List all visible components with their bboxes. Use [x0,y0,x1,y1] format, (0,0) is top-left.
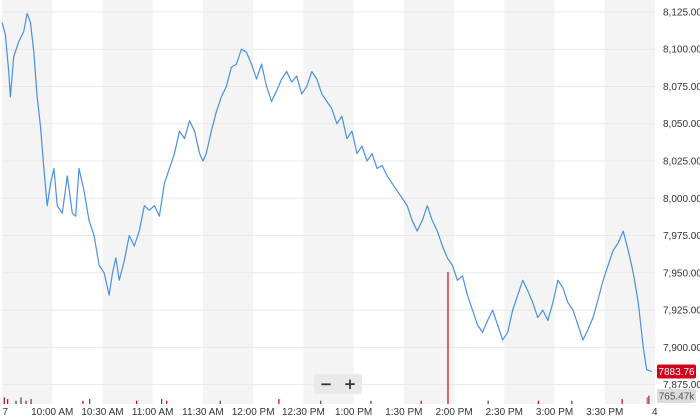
x-tick-label: 3:00 PM [536,407,573,418]
y-tick-label: 8,000.00 [663,194,700,205]
volume-bar [7,399,9,404]
x-tick-label: 2:00 PM [435,407,472,418]
x-tick-label: 3:30 PM [586,407,623,418]
gridlines [2,11,655,386]
y-tick-label: 8,025.00 [663,157,700,168]
x-axis: 7 10:00 AM 10:30 AM 11:00 AM 11:30 AM 12:00 P… [2,407,658,418]
y-tick-label: 8,125.00 [663,7,700,18]
volume-bar [82,400,84,404]
x-tick-label: 10:00 AM [31,407,73,418]
volume-bar [3,397,5,404]
volume-bar [571,400,573,404]
value-labels: 7883.76 765.47k [657,364,696,403]
volume-bar [166,400,168,404]
price-line [1,12,652,373]
x-tick-label: 12:00 PM [232,407,275,418]
volume-bar [648,395,650,404]
volume-bar [15,400,17,404]
time-band [303,0,354,404]
x-tick-label: 1:30 PM [385,407,422,418]
y-tick-label: 7,925.00 [663,306,700,317]
volume-badge [657,389,696,403]
volume-bar [646,397,648,404]
y-axis: 7,875.00 7,900.00 7,925.00 7,950.00 7,975.00… [663,7,700,391]
volume-bar [219,400,221,404]
time-band [202,0,254,404]
volume-bar [20,397,22,404]
volume-label: 765.47k [659,392,696,403]
last-price-badge [657,364,696,379]
x-tick-label: 11:00 AM [132,407,174,418]
last-price-label: 7883.76 [658,367,695,378]
time-band [604,0,655,404]
volume-bar [161,399,163,404]
zoom-controls: − + [314,374,362,394]
y-tick-label: 7,975.00 [663,231,700,242]
time-bands [2,0,655,404]
time-band [102,0,153,404]
x-tick-label: 4 [652,407,658,418]
time-band [2,0,53,404]
volume-bar [487,400,489,404]
time-band [504,0,555,404]
y-tick-label: 7,900.00 [663,343,700,354]
x-tick-label: 7 [2,407,8,418]
x-tick-label: 1:00 PM [335,407,372,418]
y-tick-label: 8,100.00 [663,45,700,56]
y-tick-label: 7,875.00 [663,380,700,391]
y-tick-label: 8,050.00 [663,119,700,130]
x-tick-label: 12:30 PM [282,407,325,418]
volume-bar [420,400,422,404]
x-tick-label: 11:30 AM [182,407,224,418]
volume-bar [537,400,539,404]
volume-bar [320,400,322,404]
volume-bar [447,272,449,404]
volume-bar [30,399,32,404]
volume-bar [370,400,372,404]
volume-bar [89,399,91,404]
volume-bar [25,400,27,404]
volume-bars [3,272,650,404]
zoom-out-button[interactable]: − [319,374,333,393]
volume-bar [135,400,138,404]
y-tick-label: 8,075.00 [663,82,700,93]
x-tick-label: 10:30 AM [81,407,123,418]
zoom-in-button[interactable]: + [343,374,357,393]
volume-bar [278,399,280,404]
x-tick-label: 2:30 PM [486,407,523,418]
volume-bar [621,399,623,404]
time-band [403,0,455,404]
price-line-layer [1,12,652,373]
y-tick-label: 7,950.00 [663,268,700,279]
